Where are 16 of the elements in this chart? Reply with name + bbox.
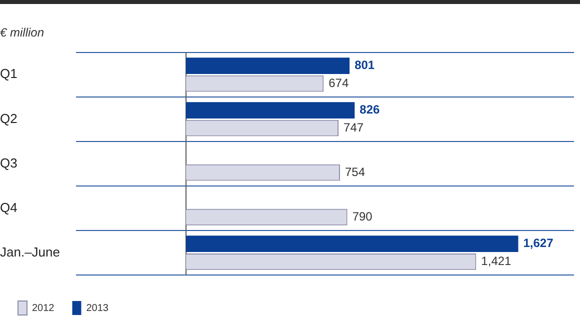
data-label: 754	[344, 164, 366, 179]
y-tick-label: Q3	[0, 155, 18, 170]
y-tick-label: Q2	[0, 110, 18, 126]
y-tick-label: Jan.–June	[0, 244, 60, 260]
data-label: 674	[328, 76, 349, 90]
text: € million	[0, 26, 44, 40]
legend-label: 2013	[86, 302, 109, 314]
y-tick-label: Q1	[0, 66, 18, 82]
data-label: 826	[360, 102, 380, 117]
data-label: 1,627	[523, 236, 554, 250]
legend-label: 2012	[32, 302, 55, 314]
data-label: 747	[344, 120, 364, 134]
data-label: 1,421	[481, 254, 512, 268]
data-label: 801	[354, 58, 375, 72]
data-label: 790	[352, 209, 373, 224]
y-tick-label: Q4	[0, 200, 18, 215]
